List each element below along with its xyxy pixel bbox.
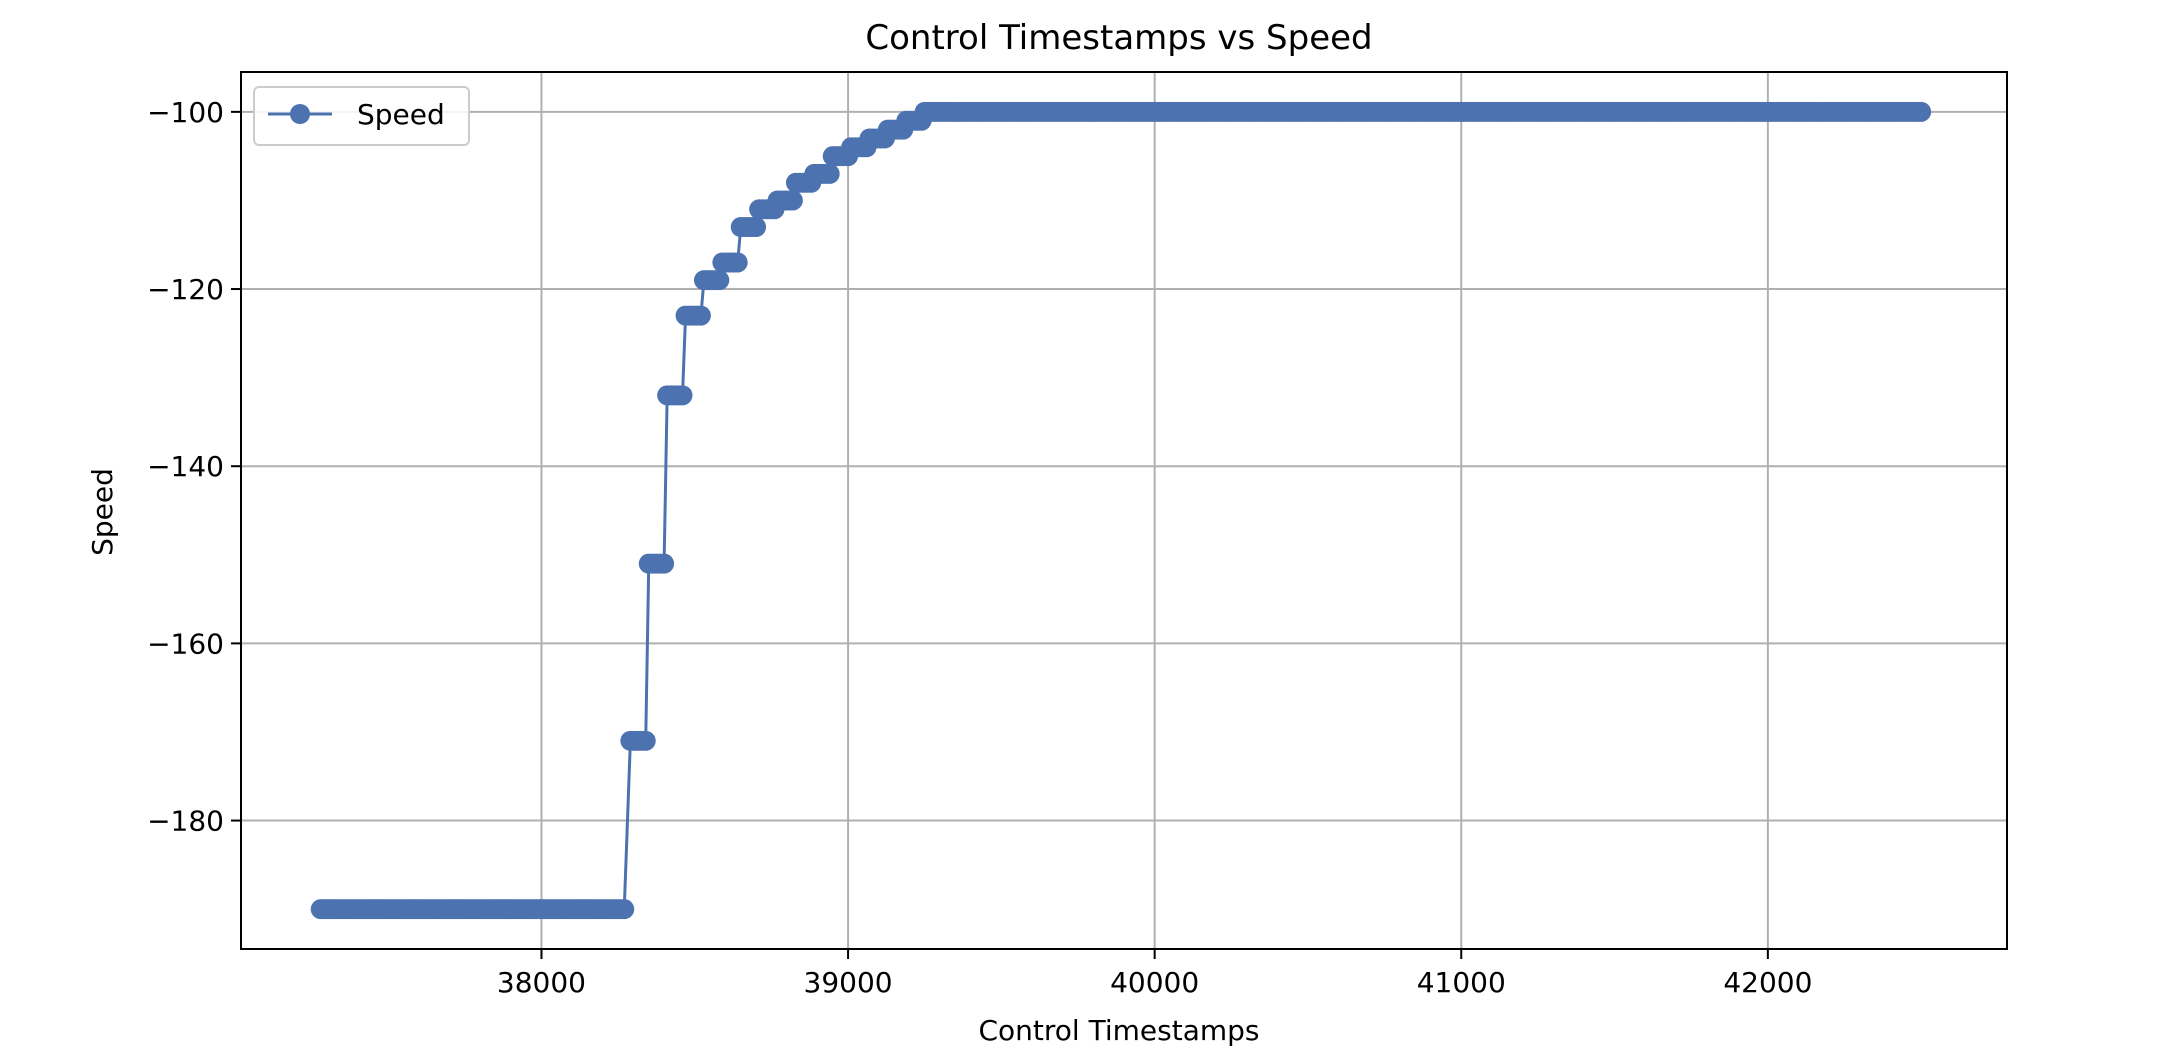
data-point bbox=[727, 252, 748, 273]
x-tick-label: 38000 bbox=[497, 966, 586, 999]
legend-marker-swatch bbox=[290, 104, 310, 124]
y-tick-label: −120 bbox=[147, 273, 224, 306]
y-tick-label: −140 bbox=[147, 450, 224, 483]
y-axis-ticks: −180 −160 −140 −120 −100 bbox=[147, 96, 241, 838]
data-point bbox=[635, 730, 656, 751]
x-tick-label: 39000 bbox=[804, 966, 893, 999]
series-speed bbox=[310, 101, 1932, 920]
data-point bbox=[782, 190, 803, 211]
y-tick-label: −160 bbox=[147, 627, 224, 660]
legend: Speed bbox=[253, 86, 470, 146]
plot-area-frame bbox=[240, 71, 2008, 950]
data-point bbox=[672, 385, 693, 406]
x-axis-title: Control Timestamps bbox=[979, 1014, 1260, 1047]
data-point bbox=[819, 163, 840, 184]
x-tick-label: 40000 bbox=[1110, 966, 1199, 999]
y-tick-label: −180 bbox=[147, 805, 224, 838]
legend-label-speed: Speed bbox=[357, 98, 445, 131]
data-point bbox=[614, 899, 635, 920]
data-point bbox=[746, 217, 767, 238]
x-tick-label: 41000 bbox=[1417, 966, 1506, 999]
legend-box bbox=[253, 86, 470, 146]
data-point bbox=[709, 270, 730, 291]
data-point bbox=[690, 305, 711, 326]
x-axis-ticks: 38000 39000 40000 41000 42000 bbox=[497, 949, 1812, 999]
y-axis-title: Speed bbox=[86, 468, 119, 556]
x-tick-label: 42000 bbox=[1723, 966, 1812, 999]
data-point bbox=[1911, 101, 1932, 122]
chart-title: Control Timestamps vs Speed bbox=[865, 18, 1372, 58]
data-point bbox=[654, 553, 675, 574]
y-tick-label: −100 bbox=[147, 96, 224, 129]
